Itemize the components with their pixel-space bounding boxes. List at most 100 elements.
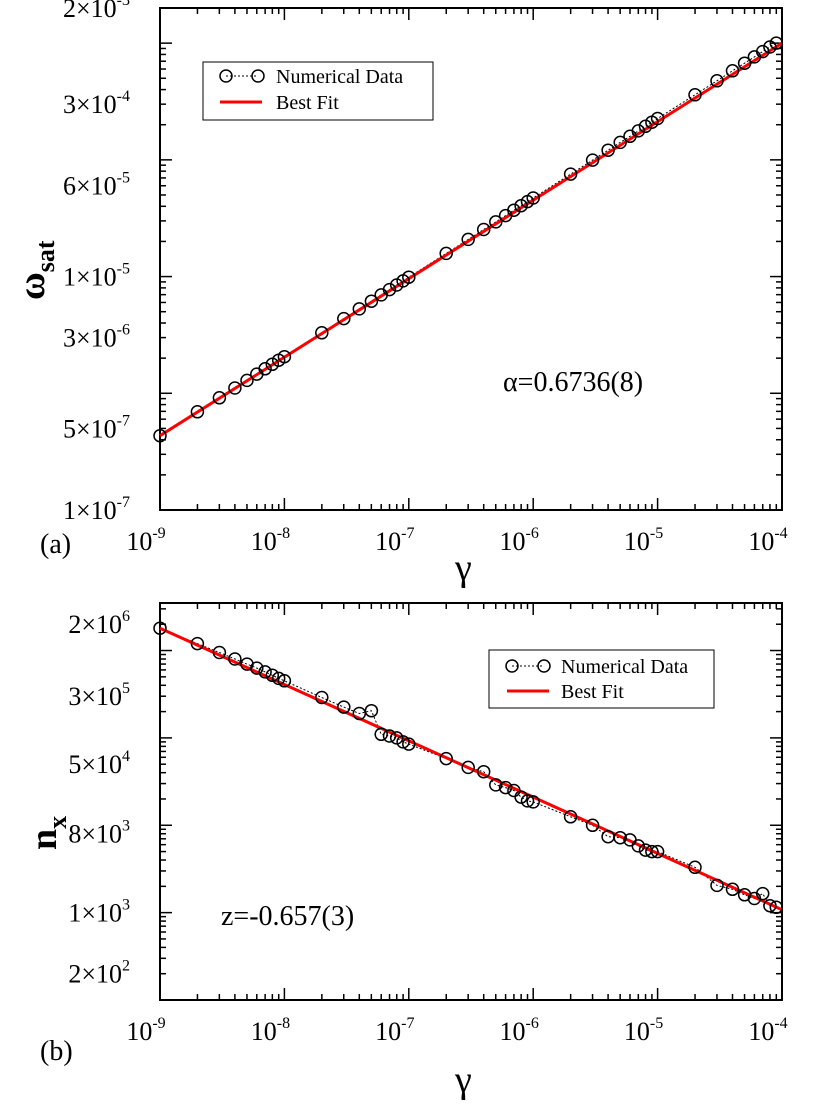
panel-label-b: (b) (40, 1036, 73, 1067)
data-point-a (364, 294, 379, 308)
legend-label-numerical-b: Numerical Data (561, 656, 688, 678)
y-axis-title-b: nx (23, 816, 72, 850)
y-tick-label-a: 1×10-7 (63, 494, 130, 525)
data-point-a (461, 232, 475, 247)
data-point-b (250, 661, 264, 675)
data-point-a (439, 246, 453, 261)
y-tick-label-a: 1×10-5 (63, 261, 130, 292)
data-point-a (382, 282, 397, 297)
x-tick-label-a: 10-7 (375, 525, 414, 556)
data-point-a (277, 349, 292, 364)
data-point-b (489, 778, 503, 792)
y-axis-title-a-main: ω (11, 272, 53, 300)
data-point-b (650, 844, 665, 859)
plot-marks-a: 10-9 10-8 10-7 10-6 10-5 10-4 1×10-7 5×10-7 3×10… (63, 0, 788, 556)
y-tick-label-b: 1×103 (68, 897, 130, 928)
data-point-a (710, 74, 724, 88)
annotation-alpha: α=0.6736(8) (503, 367, 643, 398)
data-point-a (631, 124, 646, 138)
y-axis-title-b-main: n (23, 829, 65, 850)
data-point-b (228, 652, 242, 666)
y-axis-title-a: ωsat (11, 240, 60, 300)
data-point-b (153, 621, 167, 635)
data-point-a (190, 405, 205, 419)
data-point-a (337, 311, 351, 326)
legend-data-marker-b (505, 659, 519, 673)
data-point-b (265, 668, 280, 683)
data-point-b (688, 860, 702, 875)
data-point-a (725, 64, 740, 78)
data-point-a (153, 428, 167, 443)
data-point-a (507, 203, 521, 217)
best-fit-line-a (159, 41, 783, 437)
data-point-a (258, 362, 272, 376)
y-tick-label-a: 6×10-5 (63, 170, 130, 201)
x-tick-label-a: 10-4 (748, 525, 787, 556)
data-point-a (585, 153, 600, 167)
data-point-b (315, 690, 329, 705)
y-tick-label-a: 3×10-6 (63, 322, 130, 353)
data-point-b (631, 839, 646, 853)
annotation-z: z=-0.657(3) (221, 901, 354, 932)
data-point-a (755, 44, 770, 59)
data-point-b (374, 727, 388, 742)
data-point-b (563, 810, 578, 824)
legend-data-marker-b (537, 659, 551, 673)
data-point-a (613, 135, 627, 150)
legend-data-marker-a (251, 69, 265, 83)
data-point-b (585, 818, 600, 833)
x-tick-label-a: 10-8 (251, 525, 290, 556)
x-axis-title-b: γ (454, 1059, 472, 1101)
data-point-b (190, 636, 205, 651)
data-point-a (601, 143, 615, 157)
data-point-a (315, 326, 329, 340)
legend-label-numerical-a: Numerical Data (276, 66, 403, 88)
data-point-b (277, 674, 292, 688)
data-point-b (613, 830, 627, 845)
data-point-b (769, 900, 784, 915)
x-tick-label-b: 10-4 (748, 1015, 787, 1046)
legend-data-marker-a (219, 69, 233, 83)
y-tick-label-a: 5×10-7 (63, 412, 130, 443)
data-point-b (461, 760, 475, 775)
data-point-a (737, 56, 752, 70)
data-point-b (212, 645, 227, 660)
data-point-b (498, 780, 513, 795)
legend-label-bestfit-a: Best Fit (276, 92, 339, 114)
data-point-a (650, 111, 665, 126)
y-tick-label-a: 3×10-4 (63, 88, 130, 119)
data-point-b (645, 844, 659, 859)
y-tick-label-a: 2×10-3 (63, 0, 130, 23)
x-tick-label-a: 10-9 (126, 525, 165, 556)
legend-a: Numerical Data Best Fit (202, 61, 434, 121)
panel-b: 10-9 10-8 10-7 10-6 10-5 10-4 2×102 1×103 8×103 5… (23, 602, 788, 1101)
x-tick-label-b: 10-5 (624, 1015, 663, 1046)
data-dotted-line-b (159, 627, 777, 908)
data-point-b (725, 882, 740, 897)
y-tick-label-b: 8×103 (68, 818, 130, 849)
data-point-b (258, 665, 272, 679)
data-point-a (352, 302, 367, 316)
data-point-a (212, 391, 227, 405)
x-tick-label-b: 10-6 (500, 1015, 539, 1046)
data-point-b (710, 878, 724, 893)
x-tick-label-a: 10-5 (624, 525, 663, 556)
data-point-b (763, 898, 777, 913)
x-tick-label-b: 10-8 (251, 1015, 290, 1046)
data-point-b (439, 751, 453, 766)
data-point-b (476, 764, 491, 779)
data-point-b (382, 729, 397, 743)
x-tick-label-b: 10-9 (126, 1015, 165, 1046)
x-tick-label-b: 10-7 (375, 1015, 414, 1046)
panel-a: 10-9 10-8 10-7 10-6 10-5 10-4 1×10-7 5×10-7 3×10… (11, 0, 788, 589)
data-point-b (396, 735, 410, 749)
data-point-a (228, 381, 242, 395)
data-point-a (688, 88, 702, 102)
data-point-a (476, 222, 491, 237)
legend-box-b (488, 649, 715, 709)
y-tick-label-b: 2×106 (68, 608, 130, 639)
y-axis-title-b-sub: x (43, 816, 72, 829)
data-point-b (337, 700, 351, 714)
legend-box-a (202, 61, 434, 121)
